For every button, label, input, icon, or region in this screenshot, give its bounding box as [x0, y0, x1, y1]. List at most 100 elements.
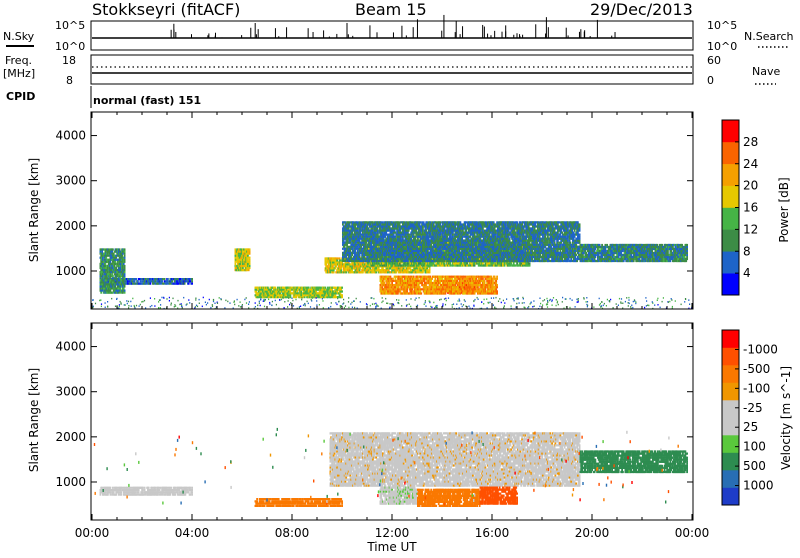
power-cell [367, 238, 369, 240]
power-cell [426, 271, 428, 273]
power-cell [523, 264, 525, 266]
power-cell [360, 246, 362, 248]
power-cell [366, 225, 368, 227]
power-cell [390, 254, 392, 256]
power-cell [403, 267, 405, 269]
power-cell [424, 278, 426, 280]
power-cell [368, 248, 370, 250]
power-cell [419, 246, 421, 248]
power-cell [394, 254, 396, 256]
power-cell [351, 265, 353, 267]
power-cell [375, 240, 377, 242]
power-cell [390, 278, 392, 280]
power-cell [365, 244, 367, 246]
power-cell [373, 262, 375, 264]
power-cell [491, 264, 493, 266]
power-cell [345, 267, 347, 269]
power-cell [492, 280, 494, 282]
power-cell [489, 284, 491, 286]
power-cell [389, 282, 391, 284]
power-cell [351, 260, 353, 262]
power-cell [417, 278, 419, 280]
power-cell [461, 286, 463, 288]
power-cell [385, 278, 387, 280]
power-cell [327, 265, 329, 267]
power-cell [460, 292, 462, 294]
power-cell [343, 240, 345, 242]
power-cell [462, 278, 464, 280]
power-cell [487, 290, 489, 292]
power-cell [360, 221, 362, 223]
power-cell [486, 264, 488, 266]
freq-strip-frame [91, 55, 693, 84]
power-cell [368, 242, 370, 244]
power-cell [494, 282, 496, 284]
power-cell [345, 230, 347, 232]
power-cell [385, 242, 387, 244]
power-cell [333, 271, 335, 273]
power-cell [376, 227, 378, 229]
nave-tick-bottom: 0 [707, 74, 714, 87]
power-cell [408, 284, 410, 286]
power-cell [359, 254, 361, 256]
power-cell [408, 276, 410, 278]
power-cell [357, 230, 359, 232]
power-cell [407, 280, 409, 282]
power-cell [360, 242, 362, 244]
power-cell [365, 258, 367, 260]
power-cell [479, 264, 481, 266]
power-cell [429, 269, 431, 271]
power-cell [429, 267, 431, 269]
power-cell [363, 250, 365, 252]
power-cell [460, 282, 462, 284]
power-cell [494, 276, 496, 278]
power-cell [381, 271, 383, 273]
power-cell [425, 284, 427, 286]
power-cell [360, 227, 362, 229]
power-cell [485, 292, 487, 294]
power-cell [345, 269, 347, 271]
power-cell [411, 282, 413, 284]
power-cell [370, 234, 372, 236]
power-cell [457, 286, 459, 288]
power-cell [381, 254, 383, 256]
power-cell [414, 292, 416, 294]
nsky-label: N.Sky [3, 30, 35, 43]
power-cell [484, 280, 486, 282]
power-cell [446, 278, 448, 280]
power-cell [515, 264, 517, 266]
power-cell [398, 286, 400, 288]
power-cell [397, 256, 399, 258]
power-cell [399, 262, 401, 264]
power-cell [474, 278, 476, 280]
power-cell [338, 265, 340, 267]
power-cell [450, 280, 452, 282]
power-cell [463, 264, 465, 266]
station-title: Stokkseyri (fitACF) [92, 0, 240, 19]
power-cell [394, 284, 396, 286]
power-cell [393, 250, 395, 252]
power-cell [430, 282, 432, 284]
power-cell [397, 258, 399, 260]
power-cell [444, 284, 446, 286]
power-cell [377, 240, 379, 242]
power-cell [469, 264, 471, 266]
power-cell [469, 288, 471, 290]
power-cell [434, 284, 436, 286]
power-cell [414, 278, 416, 280]
power-cell [444, 262, 446, 264]
power-cell [333, 269, 335, 271]
power-cell [345, 263, 347, 265]
power-cell [470, 280, 472, 282]
date-title: 29/Dec/2013 [590, 0, 693, 19]
power-cell [346, 246, 348, 248]
power-cell [424, 280, 426, 282]
power-cell [400, 264, 402, 266]
power-cell [335, 267, 337, 269]
power-cell [460, 280, 462, 282]
power-cell [384, 282, 386, 284]
power-cell [340, 269, 342, 271]
power-cell [446, 284, 448, 286]
power-cell [380, 221, 382, 223]
power-cell [381, 286, 383, 288]
